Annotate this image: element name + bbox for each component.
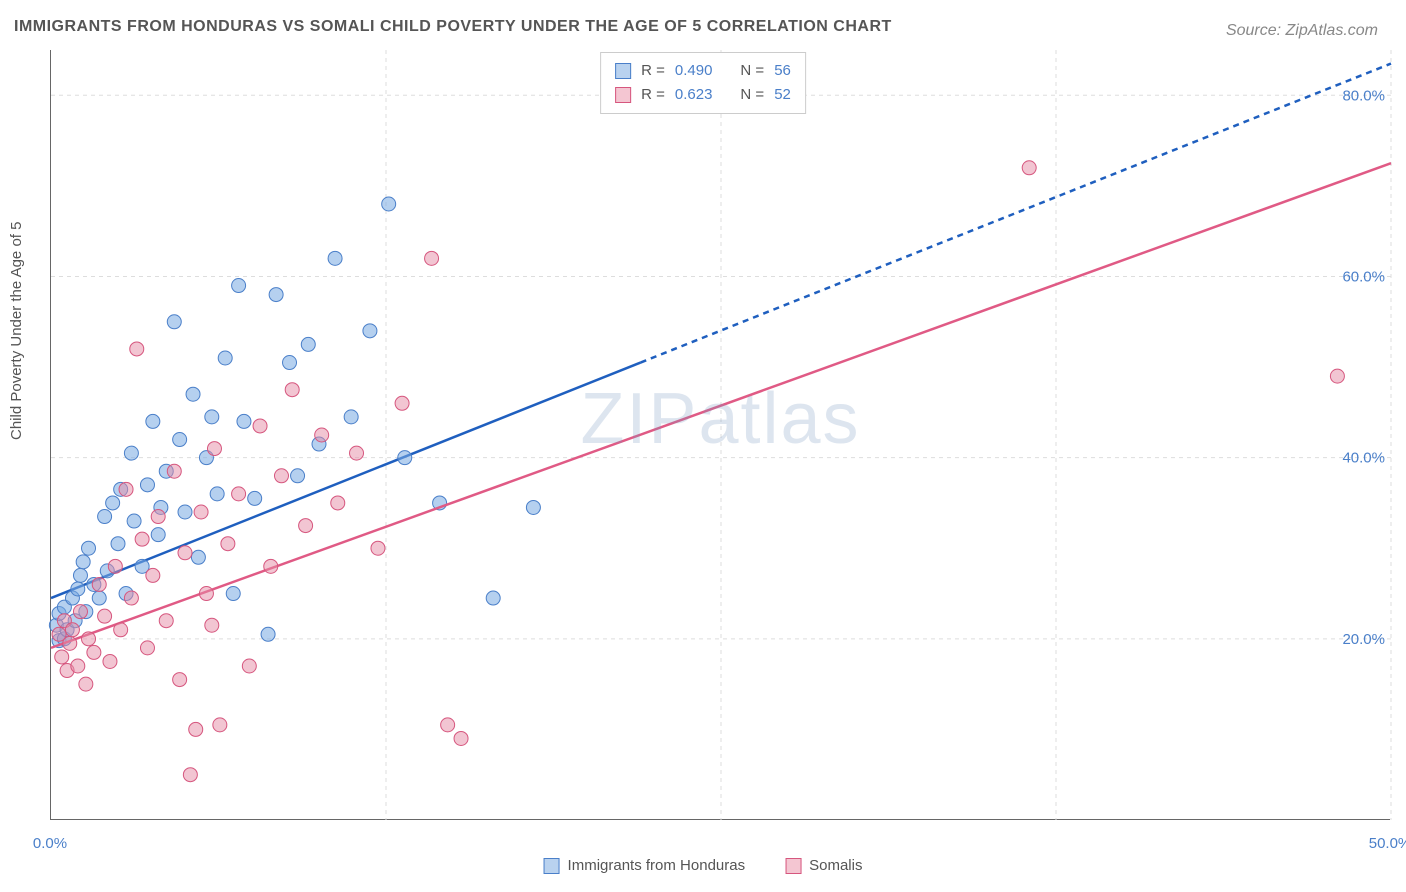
correlation-stats-box: R = 0.490 N = 56 R = 0.623 N = 52 xyxy=(600,52,806,114)
x-tick-1: 50.0% xyxy=(1369,835,1406,852)
n-label: N = xyxy=(740,83,764,107)
swatch-series-0 xyxy=(615,63,631,79)
r-label: R = xyxy=(641,59,665,83)
y-tick-label: 60.0% xyxy=(1342,268,1385,285)
r-value-0: 0.490 xyxy=(675,59,713,83)
stats-row: R = 0.490 N = 56 xyxy=(615,59,791,83)
legend-label-0: Immigrants from Honduras xyxy=(568,857,746,874)
r-label: R = xyxy=(641,83,665,107)
swatch-series-1 xyxy=(615,87,631,103)
legend-swatch-1 xyxy=(785,858,801,874)
chart-canvas: 20.0% 40.0% 60.0% 80.0% xyxy=(51,50,1390,819)
legend: Immigrants from Honduras Somalis xyxy=(544,857,863,874)
legend-item: Immigrants from Honduras xyxy=(544,857,746,874)
y-tick-label: 20.0% xyxy=(1342,631,1385,648)
y-tick-label: 40.0% xyxy=(1342,450,1385,467)
x-tick-0: 0.0% xyxy=(33,835,67,852)
y-tick-label: 80.0% xyxy=(1342,87,1385,104)
chart-title: IMMIGRANTS FROM HONDURAS VS SOMALI CHILD… xyxy=(14,18,892,36)
legend-swatch-0 xyxy=(544,858,560,874)
stats-row: R = 0.623 N = 52 xyxy=(615,83,791,107)
legend-item: Somalis xyxy=(785,857,862,874)
legend-label-1: Somalis xyxy=(809,857,862,874)
y-axis-label: Child Poverty Under the Age of 5 xyxy=(8,222,25,440)
n-value-1: 52 xyxy=(774,83,791,107)
n-value-0: 56 xyxy=(774,59,791,83)
n-label: N = xyxy=(740,59,764,83)
plot-area: 20.0%40.0%60.0%80.0% ZIPatlas xyxy=(50,50,1390,820)
r-value-1: 0.623 xyxy=(675,83,713,107)
source-label: Source: ZipAtlas.com xyxy=(1226,22,1378,40)
